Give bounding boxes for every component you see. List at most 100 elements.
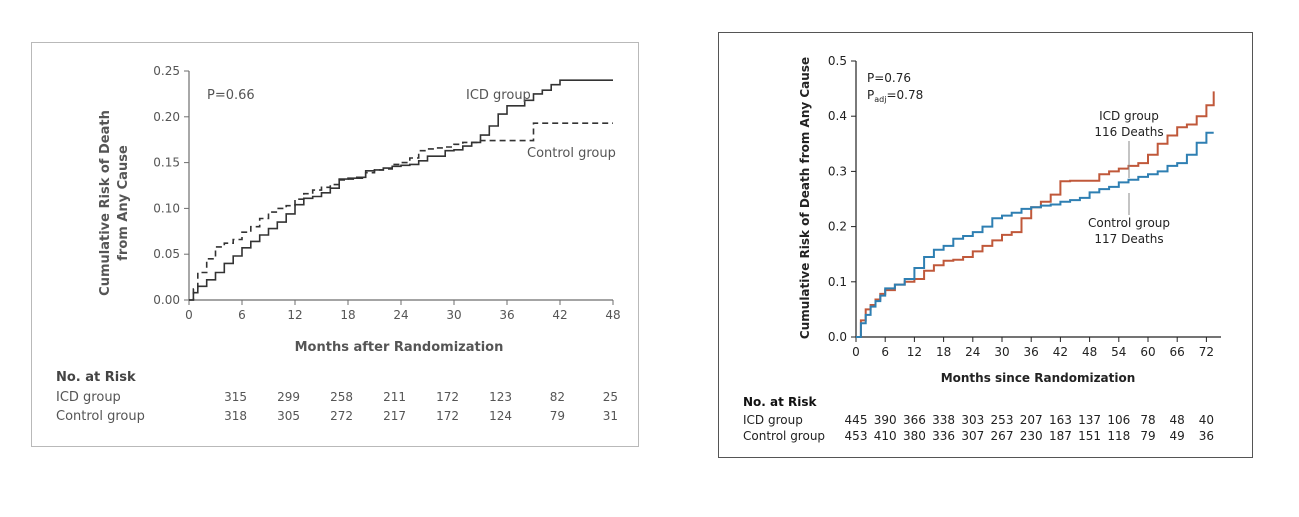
l-series-control-line: [189, 122, 613, 301]
l-risk-value-icd: 25: [603, 390, 618, 404]
r-risk-value-control: 118: [1107, 429, 1130, 443]
right-km-chart: 0 6 12 18 24 30 36 42 48 54 60 66 72 0.0 0.1 0.2 0.3 0.4 0…: [743, 54, 1221, 443]
r-x-tick-label: 66: [1170, 345, 1185, 359]
r-x-tick-label: 6: [881, 345, 889, 359]
r-risk-value-icd: 163: [1049, 413, 1072, 427]
l-risk-value-control: 305: [277, 409, 300, 423]
r-risk-value-control: 307: [961, 429, 984, 443]
l-y-tick-label: 0.25: [153, 64, 180, 78]
right-chart-panel: 0 6 12 18 24 30 36 42 48 54 60 66 72 0.0 0.1 0.2 0.3 0.4 0…: [718, 32, 1253, 458]
right-p-adj-prefix: P: [867, 88, 874, 102]
left-legend-icd: ICD group: [466, 88, 531, 103]
r-risk-value-control: 187: [1049, 429, 1072, 443]
l-x-tick-label: 18: [340, 308, 355, 322]
right-p-value: P=0.76: [867, 71, 911, 85]
r-risk-value-icd: 137: [1078, 413, 1101, 427]
l-risk-value-control: 272: [330, 409, 353, 423]
right-legend-icd: ICD group: [1099, 109, 1159, 123]
left-risk-values: 315 299 258 211 172 123 82 25 318 305 272 217 172 124…: [224, 390, 618, 423]
left-risk-title: No. at Risk: [56, 370, 136, 385]
r-y-tick-label: 0.0: [828, 330, 847, 344]
right-y-axis-label: Cumulative Risk of Death from Any Cause: [798, 57, 812, 339]
r-risk-value-control: 380: [903, 429, 926, 443]
r-risk-value-control: 230: [1020, 429, 1043, 443]
l-risk-value-icd: 315: [224, 390, 247, 404]
r-x-tick-label: 48: [1082, 345, 1097, 359]
l-risk-value-icd: 211: [383, 390, 406, 404]
left-legend-control: Control group: [527, 146, 616, 161]
right-series: [856, 91, 1215, 338]
left-risk-row-label-icd: ICD group: [56, 390, 121, 405]
r-x-tick-label: 12: [907, 345, 922, 359]
l-x-tick-label: 36: [499, 308, 514, 322]
l-x-tick-label: 42: [552, 308, 567, 322]
r-risk-value-icd: 445: [845, 413, 868, 427]
left-km-chart: 0 6 12 18 24 30 36 42 48 0.00 0.05 0.10 0.15 0.20 0.25…: [56, 64, 621, 424]
r-y-tick-label: 0.2: [828, 220, 847, 234]
l-risk-value-control: 217: [383, 409, 406, 423]
r-risk-value-icd: 253: [991, 413, 1014, 427]
right-x-axis-label: Months since Randomization: [941, 371, 1136, 385]
right-legend-icd-deaths: 116 Deaths: [1094, 125, 1163, 139]
l-y-tick-label: 0.15: [153, 156, 180, 170]
l-risk-value-icd: 82: [550, 390, 565, 404]
right-axes: 0 6 12 18 24 30 36 42 48 54 60 66 72 0.0 0.1 0.2 0.3 0.4 0…: [828, 54, 1221, 359]
r-x-tick-label: 24: [965, 345, 980, 359]
l-risk-value-control: 79: [550, 409, 565, 423]
l-x-tick-label: 48: [605, 308, 620, 322]
right-risk-row-label-control: Control group: [743, 429, 825, 443]
r-series-icd-line: [856, 91, 1215, 338]
r-x-tick-label: 18: [936, 345, 951, 359]
r-risk-value-icd: 390: [874, 413, 897, 427]
r-risk-value-control: 336: [932, 429, 955, 443]
l-risk-value-control: 172: [436, 409, 459, 423]
r-risk-value-icd: 366: [903, 413, 926, 427]
l-risk-value-control: 124: [489, 409, 512, 423]
l-y-tick-label: 0.10: [153, 201, 180, 215]
r-y-tick-label: 0.5: [828, 54, 847, 68]
r-x-tick-label: 72: [1199, 345, 1214, 359]
right-risk-row-label-icd: ICD group: [743, 413, 803, 427]
right-legend-control-deaths: 117 Deaths: [1094, 232, 1163, 246]
r-risk-value-control: 410: [874, 429, 897, 443]
r-x-tick-label: 54: [1111, 345, 1126, 359]
l-risk-value-control: 31: [603, 409, 618, 423]
left-axes: 0 6 12 18 24 30 36 42 48 0.00 0.05 0.10 0.15 0.20 0.25: [153, 64, 620, 322]
left-y-axis-label: Cumulative Risk of Death: [98, 110, 113, 296]
r-y-tick-label: 0.3: [828, 164, 847, 178]
l-x-tick-label: 0: [185, 308, 193, 322]
left-p-value: P=0.66: [207, 88, 255, 103]
left-chart-panel: 0 6 12 18 24 30 36 42 48 0.00 0.05 0.10 0.15 0.20 0.25…: [31, 42, 639, 447]
left-x-axis-label: Months after Randomization: [295, 340, 504, 355]
r-risk-value-icd: 207: [1020, 413, 1043, 427]
l-x-tick-label: 24: [393, 308, 408, 322]
l-x-tick-label: 12: [287, 308, 302, 322]
l-x-tick-label: 6: [238, 308, 246, 322]
l-y-tick-label: 0.20: [153, 110, 180, 124]
r-risk-value-icd: 338: [932, 413, 955, 427]
l-risk-value-icd: 123: [489, 390, 512, 404]
r-y-tick-label: 0.1: [828, 275, 847, 289]
l-y-tick-label: 0.00: [153, 293, 180, 307]
r-risk-value-control: 49: [1170, 429, 1185, 443]
r-risk-value-control: 267: [991, 429, 1014, 443]
l-risk-value-icd: 258: [330, 390, 353, 404]
l-risk-value-icd: 172: [436, 390, 459, 404]
right-risk-values: 445 390 366 338 303 253 207 163 137 106 78 48 40 453 4…: [845, 413, 1214, 443]
r-risk-value-control: 151: [1078, 429, 1101, 443]
r-risk-value-icd: 78: [1140, 413, 1155, 427]
right-risk-title: No. at Risk: [743, 395, 818, 409]
r-risk-value-control: 453: [845, 429, 868, 443]
l-series-icd-line: [189, 79, 613, 301]
r-x-tick-label: 36: [1024, 345, 1039, 359]
r-series-control-line: [856, 131, 1214, 338]
left-y-axis-label-line2: from Any Cause: [116, 145, 131, 261]
left-risk-row-label-control: Control group: [56, 409, 145, 424]
r-risk-value-icd: 48: [1170, 413, 1185, 427]
right-p-adj-value: =0.78: [886, 88, 923, 102]
right-p-adj: Padj=0.78: [867, 88, 923, 104]
r-risk-value-control: 79: [1140, 429, 1155, 443]
l-risk-value-control: 318: [224, 409, 247, 423]
r-risk-value-icd: 303: [961, 413, 984, 427]
r-x-tick-label: 42: [1053, 345, 1068, 359]
